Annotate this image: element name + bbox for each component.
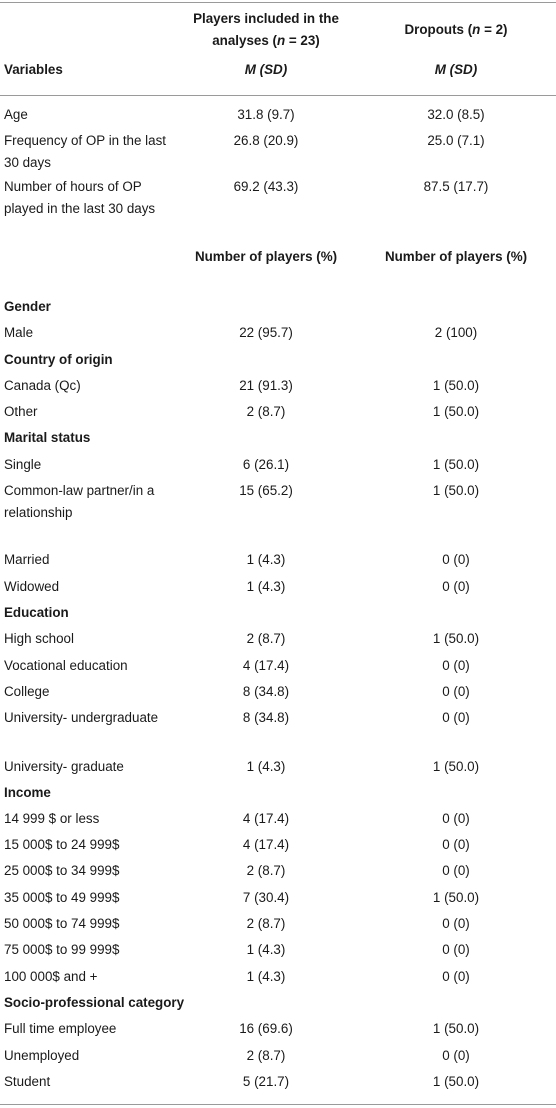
row-label-univ-under: University- undergraduate [4, 710, 159, 725]
row-a-univ-grad: 1 (4.3) [246, 759, 286, 774]
row-b-income-1: 0 (0) [442, 811, 470, 826]
row-label-full-time: Full time employee [4, 1021, 117, 1036]
row-a-frequency: 26.8 (20.9) [233, 133, 299, 148]
row-b-widowed: 0 (0) [442, 579, 470, 594]
row-label-income-1: 14 999 $ or less [4, 811, 100, 826]
row-a-common-law: 15 (65.2) [239, 483, 293, 498]
row-a-univ-under: 8 (34.8) [242, 710, 290, 725]
row-label-college: College [4, 684, 50, 699]
row-label-income-4: 35 000$ to 49 999$ [4, 890, 120, 905]
row-label-other: Other [4, 404, 38, 419]
row-b-univ-under: 0 (0) [442, 710, 470, 725]
row-label-income-3: 25 000$ to 34 999$ [4, 863, 120, 878]
row-b-college: 0 (0) [442, 684, 470, 699]
table-top-rule [0, 2, 556, 3]
section-socio: Socio-professional category [4, 995, 185, 1010]
row-b-other: 1 (50.0) [432, 404, 480, 419]
row-b-income-5: 0 (0) [442, 916, 470, 931]
row-a-hours: 69.2 (43.3) [233, 179, 299, 194]
row-b-income-6: 0 (0) [442, 942, 470, 957]
row-label-income-6: 75 000$ to 99 999$ [4, 942, 120, 957]
row-b-canada: 1 (50.0) [432, 378, 480, 393]
row-b-male: 2 (100) [434, 325, 478, 340]
row-b-married: 0 (0) [442, 552, 470, 567]
row-label-hours: Number of hours of OP played in the last… [4, 179, 156, 216]
row-b-high-school: 1 (50.0) [432, 631, 480, 646]
subheader-col-dropouts: Number of players (%) [384, 249, 528, 264]
row-label-income-5: 50 000$ to 74 999$ [4, 916, 120, 931]
row-b-vocational: 0 (0) [442, 658, 470, 673]
row-a-income-3: 2 (8.7) [246, 863, 286, 878]
header-col-players-line2: analyses (n = 23) [212, 33, 320, 48]
section-gender: Gender [4, 299, 51, 314]
row-b-income-3: 0 (0) [442, 863, 470, 878]
row-b-frequency: 25.0 (7.1) [427, 133, 485, 148]
section-income: Income [4, 785, 51, 800]
row-label-income-7: 100 000$ and + [4, 969, 98, 984]
table-header-rule [0, 95, 556, 96]
row-b-univ-grad: 1 (50.0) [432, 759, 480, 774]
row-a-full-time: 16 (69.6) [239, 1021, 293, 1036]
row-label-frequency: Frequency of OP in the last 30 days [4, 133, 167, 170]
row-label-univ-grad: University- graduate [4, 759, 124, 774]
row-b-income-7: 0 (0) [442, 969, 470, 984]
row-label-common-law: Common-law partner/in a relationship [4, 483, 155, 520]
row-label-student: Student [4, 1074, 51, 1089]
row-a-canada: 21 (91.3) [239, 378, 293, 393]
section-country: Country of origin [4, 352, 113, 367]
row-label-unemployed: Unemployed [4, 1048, 80, 1063]
row-a-high-school: 2 (8.7) [246, 631, 286, 646]
row-label-canada: Canada (Qc) [4, 378, 81, 393]
row-b-unemployed: 0 (0) [442, 1048, 470, 1063]
row-b-full-time: 1 (50.0) [432, 1021, 480, 1036]
row-a-other: 2 (8.7) [246, 404, 286, 419]
header-col-players-line1: Players included in the [193, 11, 339, 26]
row-b-student: 1 (50.0) [432, 1074, 480, 1089]
header-col-dropouts: Dropouts (n = 2) [404, 22, 508, 37]
row-label-single: Single [4, 457, 42, 472]
row-label-married: Married [4, 552, 50, 567]
row-label-high-school: High school [4, 631, 74, 646]
subheader-col-players: Number of players (%) [194, 249, 338, 264]
row-a-income-6: 1 (4.3) [246, 942, 286, 957]
row-b-common-law: 1 (50.0) [432, 483, 480, 498]
row-a-student: 5 (21.7) [242, 1074, 290, 1089]
row-label-vocational: Vocational education [4, 658, 128, 673]
row-label-age: Age [4, 107, 28, 122]
row-a-male: 22 (95.7) [239, 325, 293, 340]
row-a-college: 8 (34.8) [242, 684, 290, 699]
row-b-hours: 87.5 (17.7) [423, 179, 489, 194]
header-col-players-stat: M (SD) [244, 62, 288, 77]
row-label-male: Male [4, 325, 34, 340]
row-label-widowed: Widowed [4, 579, 60, 594]
row-a-income-5: 2 (8.7) [246, 916, 286, 931]
row-label-income-2: 15 000$ to 24 999$ [4, 837, 120, 852]
row-a-income-7: 1 (4.3) [246, 969, 286, 984]
row-a-married: 1 (4.3) [246, 552, 286, 567]
row-a-age: 31.8 (9.7) [237, 107, 295, 122]
row-a-income-1: 4 (17.4) [242, 811, 290, 826]
row-b-single: 1 (50.0) [432, 457, 480, 472]
row-a-unemployed: 2 (8.7) [246, 1048, 286, 1063]
row-a-income-2: 4 (17.4) [242, 837, 290, 852]
row-a-vocational: 4 (17.4) [242, 658, 290, 673]
header-col-players: Players included in the analyses (n = 23… [172, 8, 360, 52]
row-a-widowed: 1 (4.3) [246, 579, 286, 594]
section-marital: Marital status [4, 430, 91, 445]
section-education: Education [4, 605, 69, 620]
header-col-dropouts-stat: M (SD) [434, 62, 478, 77]
row-b-age: 32.0 (8.5) [427, 107, 485, 122]
row-a-single: 6 (26.1) [242, 457, 290, 472]
header-variables: Variables [4, 62, 63, 77]
row-a-income-4: 7 (30.4) [242, 890, 290, 905]
row-b-income-4: 1 (50.0) [432, 890, 480, 905]
table-bottom-rule [0, 1104, 556, 1105]
row-b-income-2: 0 (0) [442, 837, 470, 852]
